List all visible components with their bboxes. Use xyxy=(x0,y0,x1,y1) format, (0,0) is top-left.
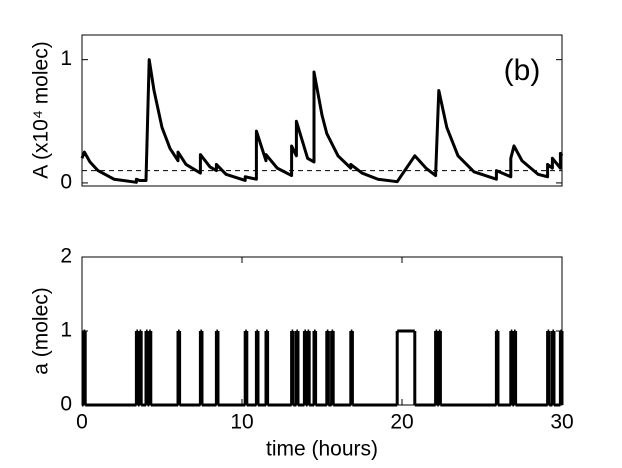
y-tick-label: 0 xyxy=(60,170,72,193)
y-axis-label: A (x10⁴ molec) xyxy=(30,41,53,178)
x-axis-label: time (hours) xyxy=(266,438,378,461)
x-tick-label: 20 xyxy=(390,411,413,434)
panel-label: (b) xyxy=(504,54,541,87)
y-tick-label: 2 xyxy=(60,245,72,268)
x-tick-label: 0 xyxy=(76,411,88,434)
plot-frame xyxy=(81,256,563,406)
plot-frame xyxy=(81,34,563,187)
data-line xyxy=(80,58,564,184)
y-tick-label: 0 xyxy=(60,393,72,416)
x-tick-label: 10 xyxy=(230,411,253,434)
x-tick-label: 30 xyxy=(550,411,573,434)
y-tick-label: 1 xyxy=(60,319,72,342)
y-tick-label: 1 xyxy=(60,47,72,70)
y-axis-label: a (molec) xyxy=(30,287,53,375)
